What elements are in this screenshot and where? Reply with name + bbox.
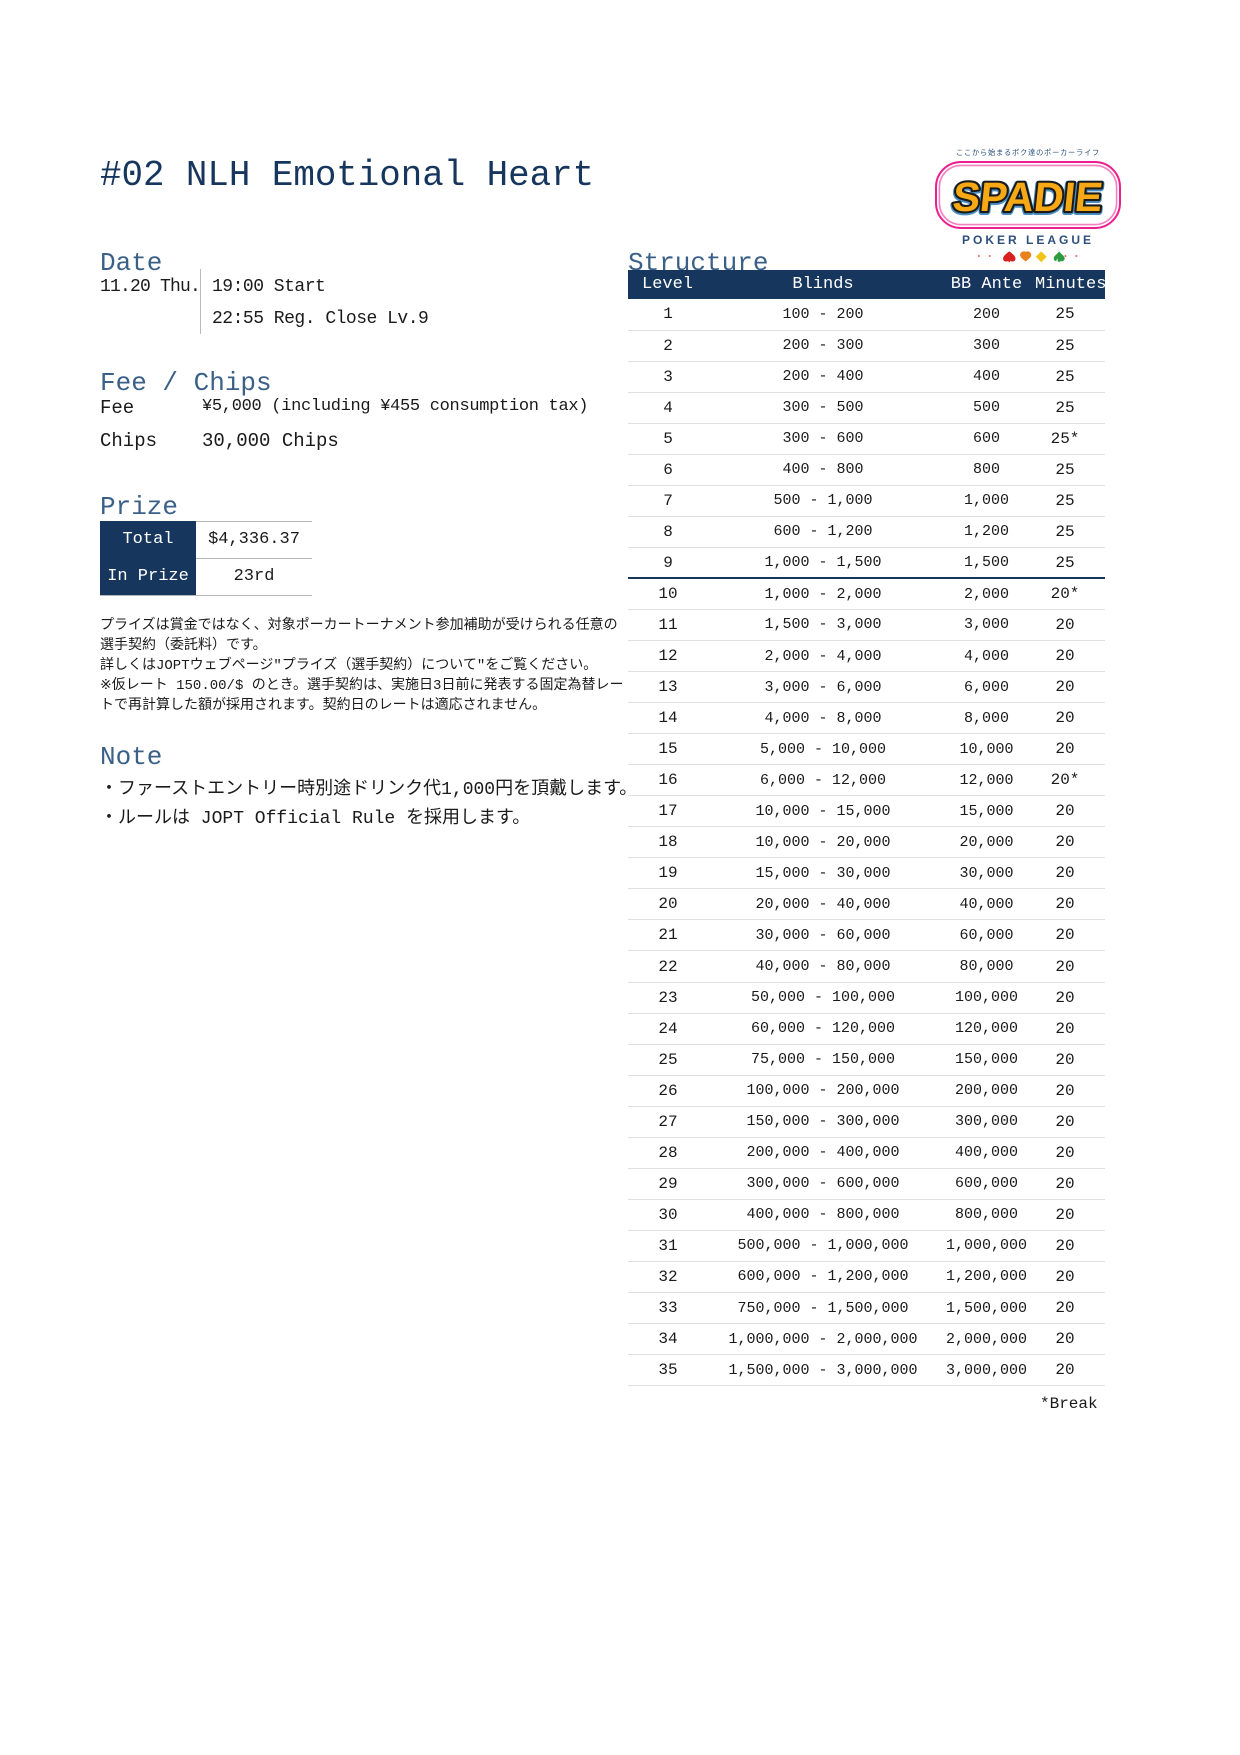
svg-text:SPADIE: SPADIE xyxy=(951,174,1105,220)
